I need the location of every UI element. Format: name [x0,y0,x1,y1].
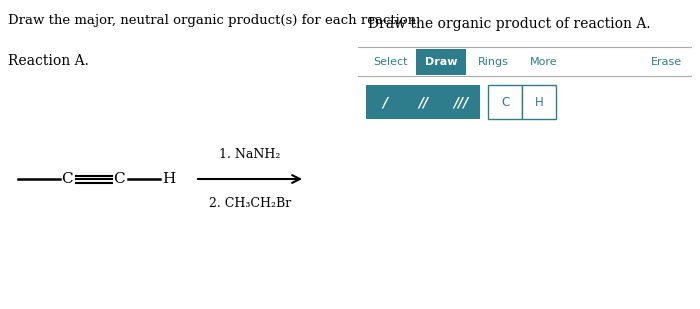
Text: H: H [535,95,543,108]
Text: 1. NaNH₂: 1. NaNH₂ [219,148,281,161]
Text: C: C [501,95,509,108]
Text: Draw the major, neutral organic product(s) for each reaction.: Draw the major, neutral organic product(… [8,14,421,27]
Text: More: More [530,57,558,67]
Text: /: / [382,95,388,109]
Text: C: C [61,172,73,186]
Text: Select: Select [374,57,408,67]
Bar [488,85,522,119]
Text: C: C [113,172,125,186]
Bar [442,85,480,119]
Text: 2. CH₃CH₂Br: 2. CH₃CH₂Br [209,197,291,210]
Text: Draw the organic product of reaction A.: Draw the organic product of reaction A. [368,17,650,31]
Bar [416,49,466,75]
Text: Draw: Draw [425,57,457,67]
Text: Erase: Erase [651,57,682,67]
Bar [522,85,556,119]
Bar [366,85,404,119]
Text: Rings: Rings [477,57,508,67]
Text: ///: /// [454,95,469,109]
Bar [404,85,442,119]
Text: H: H [162,172,175,186]
Text: //: // [418,95,428,109]
Text: Reaction A.: Reaction A. [8,54,89,68]
